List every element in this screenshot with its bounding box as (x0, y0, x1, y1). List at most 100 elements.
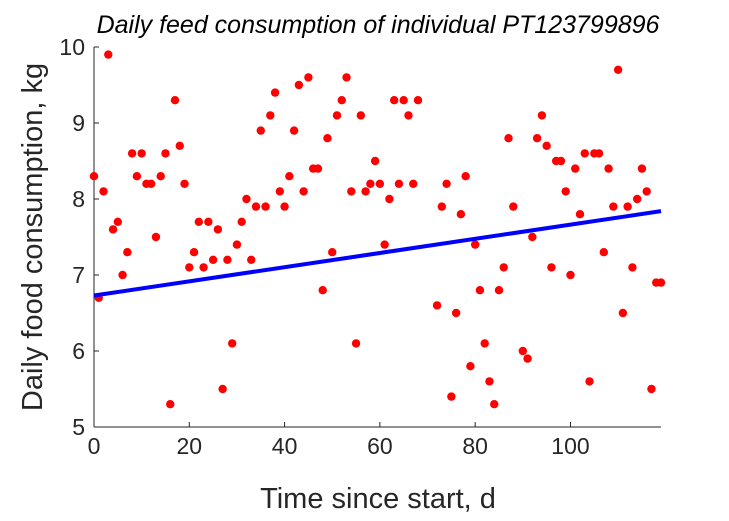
y-tick-label: 6 (72, 338, 85, 364)
data-point (146, 179, 156, 188)
data-point (542, 141, 551, 150)
y-tick-label: 8 (72, 186, 85, 212)
data-point (127, 149, 137, 158)
data-point (232, 240, 242, 249)
data-point (413, 96, 423, 105)
data-point (528, 232, 537, 242)
data-point (347, 187, 356, 196)
data-point (380, 240, 389, 249)
data-point (456, 210, 466, 219)
data-point (328, 248, 337, 257)
data-point (156, 172, 165, 181)
data-point (99, 187, 108, 196)
data-point (509, 202, 518, 211)
data-point (499, 263, 508, 272)
data-point (470, 240, 480, 249)
data-point (199, 263, 208, 272)
data-point (204, 217, 213, 226)
data-point (475, 286, 485, 295)
data-point (304, 73, 313, 82)
data-point (637, 164, 647, 173)
data-point (218, 384, 227, 394)
y-tick-label: 10 (59, 34, 85, 60)
data-point (104, 50, 113, 59)
data-point (175, 141, 184, 150)
data-point (571, 164, 580, 173)
y-tick-label: 9 (72, 110, 85, 136)
data-point (123, 248, 132, 257)
data-point (623, 202, 632, 211)
data-point (518, 346, 528, 356)
x-axis-label: Time since start, d (260, 483, 496, 515)
data-point (504, 134, 513, 143)
x-tick-label: 40 (272, 433, 298, 459)
data-point (370, 156, 380, 166)
data-point (647, 384, 656, 394)
data-point (432, 301, 442, 310)
data-point (280, 202, 289, 211)
data-point (342, 73, 351, 82)
data-point (613, 65, 623, 75)
y-tick-label: 5 (72, 414, 85, 440)
data-point (585, 377, 594, 386)
data-point (618, 308, 628, 318)
y-tick-label: 7 (72, 262, 85, 288)
data-marks (89, 50, 666, 409)
data-point (137, 149, 146, 158)
data-point (294, 80, 304, 90)
data-point (161, 149, 170, 158)
data-point (332, 111, 342, 120)
data-point (409, 179, 418, 188)
data-point (642, 187, 651, 196)
data-point (461, 172, 470, 181)
data-point (247, 255, 256, 264)
data-point (261, 202, 270, 211)
data-point (437, 202, 447, 211)
axes (93, 46, 661, 428)
data-point (561, 187, 570, 196)
data-point (466, 362, 475, 371)
data-point (299, 187, 308, 196)
data-point (385, 194, 394, 204)
data-point (170, 96, 180, 105)
data-point (628, 263, 637, 272)
data-point (289, 126, 299, 135)
data-point (337, 96, 346, 105)
data-point (490, 400, 499, 409)
data-point (447, 392, 456, 401)
data-point (251, 202, 261, 211)
x-tick-label: 20 (176, 433, 202, 459)
data-point (656, 278, 666, 287)
data-point (151, 232, 161, 242)
data-point (361, 187, 370, 196)
data-point (485, 377, 494, 386)
data-point (537, 111, 547, 120)
data-point (609, 202, 618, 211)
data-point (442, 179, 451, 188)
chart-title: Daily feed consumption of individual PT1… (97, 11, 660, 39)
data-point (632, 194, 642, 204)
x-tick-label: 100 (551, 433, 589, 459)
data-point (223, 255, 232, 264)
data-point (242, 194, 251, 204)
data-point (389, 96, 399, 105)
data-point (313, 164, 323, 173)
data-point (266, 111, 275, 120)
data-point (451, 308, 461, 318)
data-point (404, 111, 413, 120)
data-point (194, 217, 204, 226)
data-point (523, 354, 532, 363)
data-point (356, 111, 366, 120)
data-point (480, 339, 489, 348)
data-point (556, 156, 566, 166)
data-point (547, 263, 556, 272)
data-point (256, 126, 265, 135)
y-axis-label: Daily food consumption, kg (17, 63, 49, 411)
data-point (118, 270, 127, 280)
data-point (89, 172, 99, 181)
data-point (185, 263, 194, 272)
data-point (566, 270, 575, 280)
data-point (399, 96, 408, 105)
data-point (604, 164, 613, 173)
data-point (323, 134, 332, 143)
